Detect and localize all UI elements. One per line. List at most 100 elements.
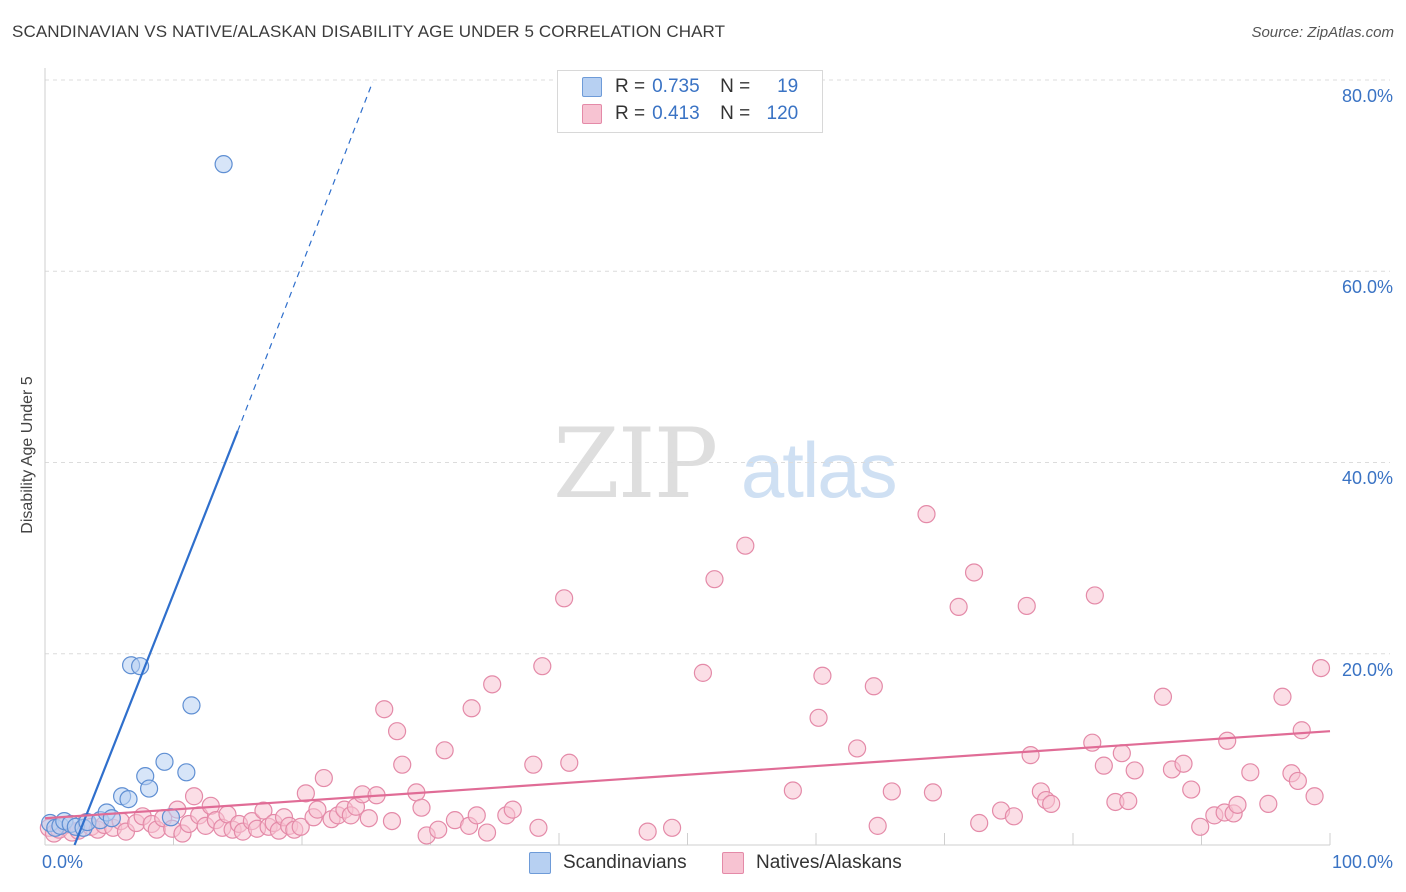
legend-r-value: 0.735 bbox=[652, 76, 700, 97]
natives-alaskans-point bbox=[291, 817, 310, 836]
natives-alaskans-point bbox=[529, 818, 548, 837]
scandinavians-point bbox=[182, 696, 201, 715]
chart-title: SCANDINAVIAN VS NATIVE/ALASKAN DISABILIT… bbox=[12, 22, 726, 41]
scandinavians-point bbox=[155, 752, 174, 771]
stats-legend: R = 0.735 N = 19 R = 0.413 N = 120 bbox=[557, 70, 823, 133]
natives-alaskans-point bbox=[917, 505, 936, 524]
natives-alaskans-point bbox=[813, 666, 832, 685]
legend-r-label: R = bbox=[615, 76, 646, 97]
legend-item-scandinavians[interactable]: Scandinavians bbox=[529, 852, 687, 874]
natives-alaskans-point bbox=[1174, 754, 1193, 773]
natives-alaskans-point bbox=[467, 806, 486, 825]
natives-alaskans-point bbox=[314, 768, 333, 788]
natives-alaskans-point bbox=[503, 800, 522, 819]
natives-alaskans-point bbox=[1241, 763, 1260, 782]
legend-n-value: 19 bbox=[777, 76, 799, 97]
natives-alaskans-point bbox=[375, 700, 394, 719]
natives-alaskans-point bbox=[412, 798, 431, 817]
natives-alaskans-point bbox=[1191, 817, 1210, 836]
natives-alaskans-point bbox=[560, 753, 579, 772]
natives-alaskans-point bbox=[662, 818, 682, 837]
axes bbox=[44, 68, 1331, 846]
natives-alaskans-point bbox=[705, 570, 724, 589]
watermark: ZIP atlas bbox=[553, 408, 898, 520]
natives-alaskans-point bbox=[638, 822, 657, 841]
natives-alaskans-point bbox=[809, 708, 828, 727]
natives-alaskans-point bbox=[693, 663, 713, 682]
series-legend: Scandinavians Natives/Alaskans bbox=[0, 852, 1406, 878]
natives-alaskans-point bbox=[483, 675, 502, 694]
natives-alaskans-point bbox=[1305, 787, 1324, 806]
natives-alaskans-point bbox=[387, 722, 407, 741]
natives-alaskans-point bbox=[1021, 746, 1040, 765]
natives-alaskans-point bbox=[882, 782, 901, 801]
scandinavians-points bbox=[41, 155, 233, 837]
scandinavians-point bbox=[177, 763, 196, 782]
watermark-atlas: atlas bbox=[740, 426, 898, 514]
natives-alaskans-point bbox=[308, 800, 327, 819]
natives-alaskans-point bbox=[1259, 794, 1278, 813]
legend-swatch-blue bbox=[529, 852, 551, 874]
natives-alaskans-point bbox=[393, 755, 412, 774]
scandinavians-trendline bbox=[73, 430, 239, 846]
trendlines bbox=[44, 81, 1331, 846]
natives-alaskans-point bbox=[964, 563, 984, 582]
y-tick-label-20: 20.0% bbox=[1341, 660, 1393, 680]
legend-r-value: 0.413 bbox=[652, 103, 700, 124]
natives-alaskans-point bbox=[923, 783, 943, 802]
legend-item-natives[interactable]: Natives/Alaskans bbox=[722, 852, 902, 874]
natives-alaskans-point bbox=[949, 597, 968, 616]
y-tick-label-60: 60.0% bbox=[1341, 277, 1393, 297]
watermark-zip: ZIP bbox=[553, 408, 718, 520]
natives-alaskans-point bbox=[1228, 795, 1247, 814]
natives-alaskans-point bbox=[524, 755, 543, 774]
legend-swatch-pink bbox=[722, 852, 744, 874]
y-tick-label-80: 80.0% bbox=[1341, 86, 1393, 106]
natives-alaskans-point bbox=[864, 677, 883, 696]
natives-alaskans-point bbox=[1085, 586, 1104, 605]
y-tick-label-40: 40.0% bbox=[1341, 468, 1393, 488]
legend-n-label: N = bbox=[720, 76, 751, 97]
natives-alaskans-point bbox=[462, 699, 481, 718]
legend-n-label: N = bbox=[720, 103, 751, 124]
legend-swatch-blue bbox=[582, 77, 602, 97]
x-tick-label-100: 100.0% bbox=[1331, 852, 1393, 872]
natives-alaskans-points bbox=[39, 505, 1331, 845]
natives-alaskans-point bbox=[1288, 771, 1307, 791]
natives-alaskans-point bbox=[1311, 658, 1331, 678]
natives-alaskans-point bbox=[359, 809, 378, 828]
natives-alaskans-point bbox=[1182, 780, 1201, 799]
natives-alaskans-point bbox=[1017, 596, 1036, 616]
natives-alaskans-point bbox=[435, 741, 454, 760]
x-tick-label-0: 0.0% bbox=[42, 852, 84, 872]
scandinavians-point bbox=[214, 155, 233, 174]
natives-alaskans-point bbox=[477, 823, 497, 842]
natives-alaskans-point bbox=[1273, 687, 1292, 706]
scandinavians-trendline-extension bbox=[237, 81, 374, 432]
legend-label-natives: Natives/Alaskans bbox=[756, 852, 902, 873]
natives-alaskans-point bbox=[555, 589, 574, 608]
legend-row-scandinavians: R = 0.735 N = 19 bbox=[582, 75, 798, 99]
scandinavians-point bbox=[161, 808, 181, 827]
legend-r-label: R = bbox=[615, 103, 646, 124]
natives-alaskans-point bbox=[736, 536, 755, 555]
legend-label-scandinavians: Scandinavians bbox=[563, 852, 687, 873]
natives-alaskans-point bbox=[382, 811, 402, 831]
natives-alaskans-point bbox=[533, 657, 552, 676]
natives-alaskans-point bbox=[184, 787, 204, 806]
scandinavians-point bbox=[119, 789, 138, 809]
natives-alaskans-point bbox=[1042, 794, 1061, 813]
natives-alaskans-point bbox=[1119, 791, 1138, 811]
natives-alaskans-point bbox=[868, 816, 887, 835]
natives-alaskans-point bbox=[1218, 731, 1237, 750]
natives-alaskans-point bbox=[848, 739, 867, 758]
natives-alaskans-point bbox=[1125, 761, 1144, 780]
legend-swatch-pink bbox=[582, 104, 602, 124]
natives-alaskans-point bbox=[783, 781, 802, 800]
scandinavians-point bbox=[139, 779, 159, 798]
natives-alaskans-point bbox=[254, 801, 273, 820]
legend-row-natives: R = 0.413 N = 120 bbox=[582, 102, 798, 126]
natives-alaskans-trendline bbox=[44, 730, 1331, 820]
natives-alaskans-point bbox=[1153, 687, 1173, 706]
